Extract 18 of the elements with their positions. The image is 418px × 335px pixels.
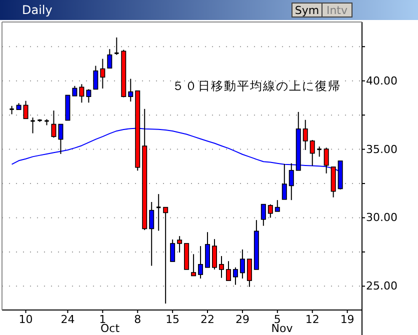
- text: Intv: [326, 4, 348, 17]
- y-tick-label: 40.00: [366, 74, 398, 88]
- text: Oct: [100, 322, 120, 335]
- y-tick-label: 35.00: [366, 142, 398, 156]
- chart-title: Daily: [22, 3, 52, 17]
- text: Sym: [294, 4, 320, 17]
- x-tick-label: 24: [60, 313, 75, 326]
- x-tick-label: 15: [166, 313, 180, 326]
- y-tick-label: 25.00: [366, 280, 398, 293]
- x-tick-label: 8: [134, 313, 142, 326]
- x-tick-label: 22: [200, 313, 215, 326]
- annotation: ５０日移動平均線の上に復帰: [172, 79, 341, 93]
- x-tick-label: 29: [235, 313, 250, 326]
- x-tick-label: 19: [340, 313, 354, 326]
- y-tick-label: 30.00: [366, 211, 398, 224]
- x-tick-label: 10: [18, 313, 33, 326]
- x-tick-label: 12: [305, 313, 320, 326]
- text: Nov: [271, 322, 294, 335]
